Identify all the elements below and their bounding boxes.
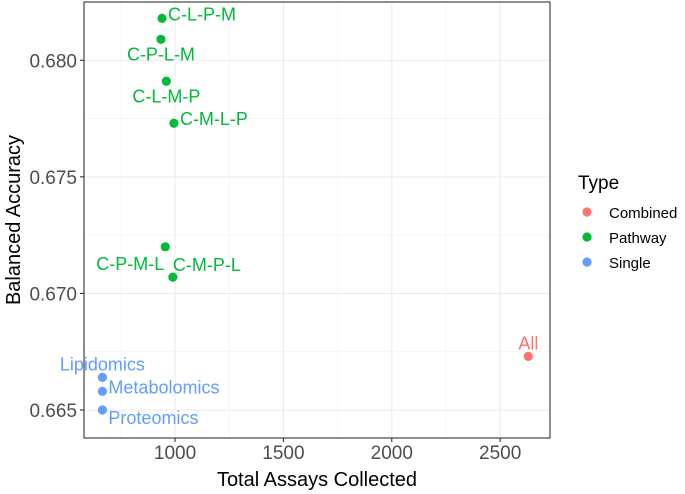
legend-swatch: [582, 232, 592, 242]
data-point: [160, 242, 170, 252]
point-label: All: [518, 333, 538, 353]
x-tick-label: 2000: [371, 443, 413, 464]
data-points: [97, 13, 533, 415]
legend-label: Pathway: [609, 230, 667, 247]
point-label: C-M-P-L: [173, 255, 241, 275]
y-tick-label: 0.665: [29, 401, 77, 422]
data-point: [161, 76, 171, 86]
x-tick-label: 1500: [262, 443, 304, 464]
point-labels: C-L-P-M C-P-L-M C-L-M-P C-M-L-P C-P-M-L C-M-P…: [60, 4, 538, 428]
legend-swatch: [582, 257, 592, 267]
axis-ticks: 1000 1500 2000 2500 0.665 0.670 0.675 0.680: [29, 51, 521, 464]
data-point: [169, 118, 179, 128]
point-label: Proteomics: [108, 408, 198, 428]
legend-label: Single: [609, 255, 651, 272]
legend: Type Combined Pathway Single: [578, 173, 677, 272]
data-point: [168, 272, 178, 282]
legend-items: Combined Pathway Single: [582, 205, 677, 272]
point-label: Metabolomics: [108, 377, 219, 397]
data-point: [97, 386, 108, 396]
legend-title: Type: [578, 173, 619, 194]
point-label: C-M-L-P: [180, 109, 248, 129]
legend-swatch: [582, 207, 592, 217]
point-label: Lipidomics: [60, 354, 145, 374]
legend-label: Combined: [609, 205, 677, 222]
grid-lines: [84, 2, 550, 438]
x-tick-label: 2500: [479, 443, 521, 464]
y-axis-title: Balanced Accuracy: [3, 135, 25, 305]
y-tick-label: 0.675: [29, 168, 77, 189]
plot-panel-border: [83, 1, 551, 439]
data-point: [97, 372, 108, 382]
point-label: C-L-M-P: [132, 86, 200, 106]
y-tick-label: 0.680: [29, 51, 77, 72]
y-tick-label: 0.670: [29, 284, 77, 305]
data-point: [523, 351, 533, 361]
x-tick-label: 1000: [154, 443, 196, 464]
data-point: [157, 13, 167, 23]
data-point: [97, 405, 108, 415]
point-label: C-L-P-M: [168, 4, 236, 24]
x-axis-title: Total Assays Collected: [217, 469, 417, 491]
point-label: C-P-L-M: [127, 44, 195, 64]
point-label: C-P-M-L: [96, 254, 164, 274]
data-point: [156, 34, 166, 44]
